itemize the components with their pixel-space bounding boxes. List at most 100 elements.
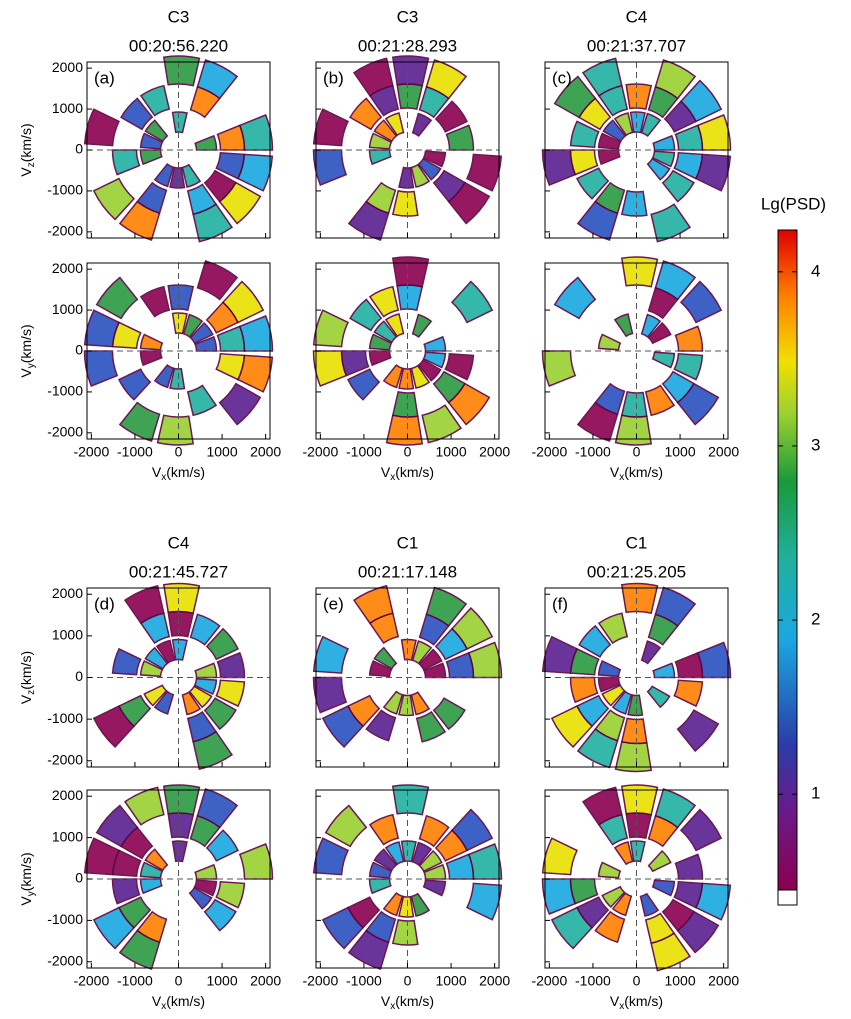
distribution-patch (467, 641, 503, 679)
y-tick-label: 1000 (52, 301, 83, 317)
x-tick-label: 2000 (708, 973, 739, 989)
distribution-patch (650, 932, 692, 972)
axis-label: Vx(km/s) (381, 993, 434, 1012)
y-tick-label: 2000 (52, 585, 83, 601)
distribution-patch (553, 276, 597, 320)
distribution-patch (196, 59, 239, 100)
distribution-patch (218, 382, 262, 426)
distribution-patch (422, 351, 447, 369)
distribution-patch (423, 335, 447, 352)
x-tick-label: 1000 (435, 973, 466, 989)
distribution-patch (118, 401, 161, 442)
distribution-patch (597, 676, 621, 693)
distribution-patch (368, 861, 393, 879)
y-tick-label: 1000 (52, 100, 83, 116)
distribution-patch (398, 367, 415, 390)
distribution-patch (647, 321, 672, 345)
distribution-patch (171, 840, 188, 863)
distribution-patch (467, 843, 503, 880)
x-tick-label: 2000 (479, 973, 510, 989)
y-tick-label: -2000 (47, 952, 83, 968)
distribution-patch (143, 684, 168, 707)
distribution-patch (676, 709, 720, 753)
distribution-patch (423, 863, 447, 880)
distribution-patch (368, 333, 393, 351)
distribution-patch (434, 100, 469, 133)
x-tick-label: -1000 (575, 444, 611, 460)
distribution-patch (347, 200, 390, 241)
panel-subtitle: 00:21:45.727 (129, 562, 228, 581)
distribution-patch (188, 685, 213, 709)
axis-label: Vx(km/s) (610, 993, 663, 1012)
distribution-patch (674, 853, 704, 880)
distribution-patch (601, 885, 626, 909)
y-tick-label: -2000 (47, 424, 83, 440)
distribution-patch (398, 694, 415, 717)
distribution-patch (391, 784, 430, 816)
panel-subtitle: 00:21:37.707 (587, 36, 686, 55)
y-tick-label: 0 (75, 342, 83, 358)
y-tick-label: -2000 (47, 751, 83, 767)
axis-label-symbol: V (18, 167, 34, 177)
axis-label-sub: y (26, 363, 37, 368)
distribution-patch (647, 849, 672, 873)
axis-label-symbol: V (381, 464, 391, 480)
distribution-patch (312, 676, 348, 714)
distribution-patch (167, 812, 195, 840)
distribution-patch (444, 353, 475, 381)
axis-label-symbol: V (18, 896, 34, 906)
distribution-patch (352, 57, 394, 97)
distribution-patch (194, 863, 218, 880)
axis-label-symbol: V (381, 993, 391, 1009)
distribution-patch (144, 119, 169, 143)
axis-label-unit: (km/s) (18, 123, 34, 162)
axis-label: Vx(km/s) (152, 464, 205, 483)
distribution-patch (346, 368, 381, 401)
x-tick-label: 0 (404, 444, 412, 460)
distribution-patch (155, 639, 176, 664)
colorbar-under (777, 889, 798, 906)
distribution-patch (181, 691, 202, 716)
distribution-patch (384, 112, 405, 137)
panel-title: C4 (626, 7, 648, 26)
distribution-patch (696, 114, 732, 151)
axis-label: Vy(km/s) (18, 852, 37, 905)
x-tick-label: 1000 (664, 973, 695, 989)
distribution-patch (144, 646, 169, 670)
y-tick-label: -1000 (47, 383, 83, 399)
distribution-patch (203, 697, 237, 731)
distribution-patch (550, 906, 594, 950)
distribution-patch (391, 390, 419, 418)
distribution-patch (312, 149, 348, 186)
distribution-patch (194, 335, 218, 352)
distribution-patch (236, 153, 274, 192)
distribution-patch (417, 358, 442, 382)
distribution-patch (111, 878, 141, 905)
distribution-patch (382, 690, 404, 715)
distribution-patch (651, 351, 676, 369)
x-tick-label: 2000 (250, 973, 281, 989)
panel-label: (e) (323, 594, 344, 613)
axis-label-unit: (km/s) (624, 993, 663, 1009)
distribution-patch (597, 612, 629, 645)
distribution-patch (418, 849, 443, 873)
distribution-patch (193, 677, 218, 696)
distribution-patch (368, 813, 400, 846)
distribution-patch (111, 647, 142, 676)
distribution-patch (171, 312, 188, 335)
distribution-patch (541, 837, 579, 876)
distribution-patch (679, 79, 723, 123)
x-tick-label: -2000 (73, 973, 109, 989)
distribution-patch (569, 120, 600, 148)
distribution-patch (450, 280, 494, 324)
x-tick-label: 1000 (664, 444, 695, 460)
distribution-patch (139, 333, 164, 351)
x-tick-label: -1000 (346, 444, 382, 460)
panel-subtitle: 00:21:25.205 (587, 562, 686, 581)
distribution-patch (203, 898, 237, 932)
y-tick-label: 2000 (52, 260, 83, 276)
axis-label-unit: (km/s) (395, 464, 434, 480)
distribution-patch (627, 694, 644, 717)
distribution-patch (368, 659, 393, 678)
distribution-patch (396, 284, 424, 312)
